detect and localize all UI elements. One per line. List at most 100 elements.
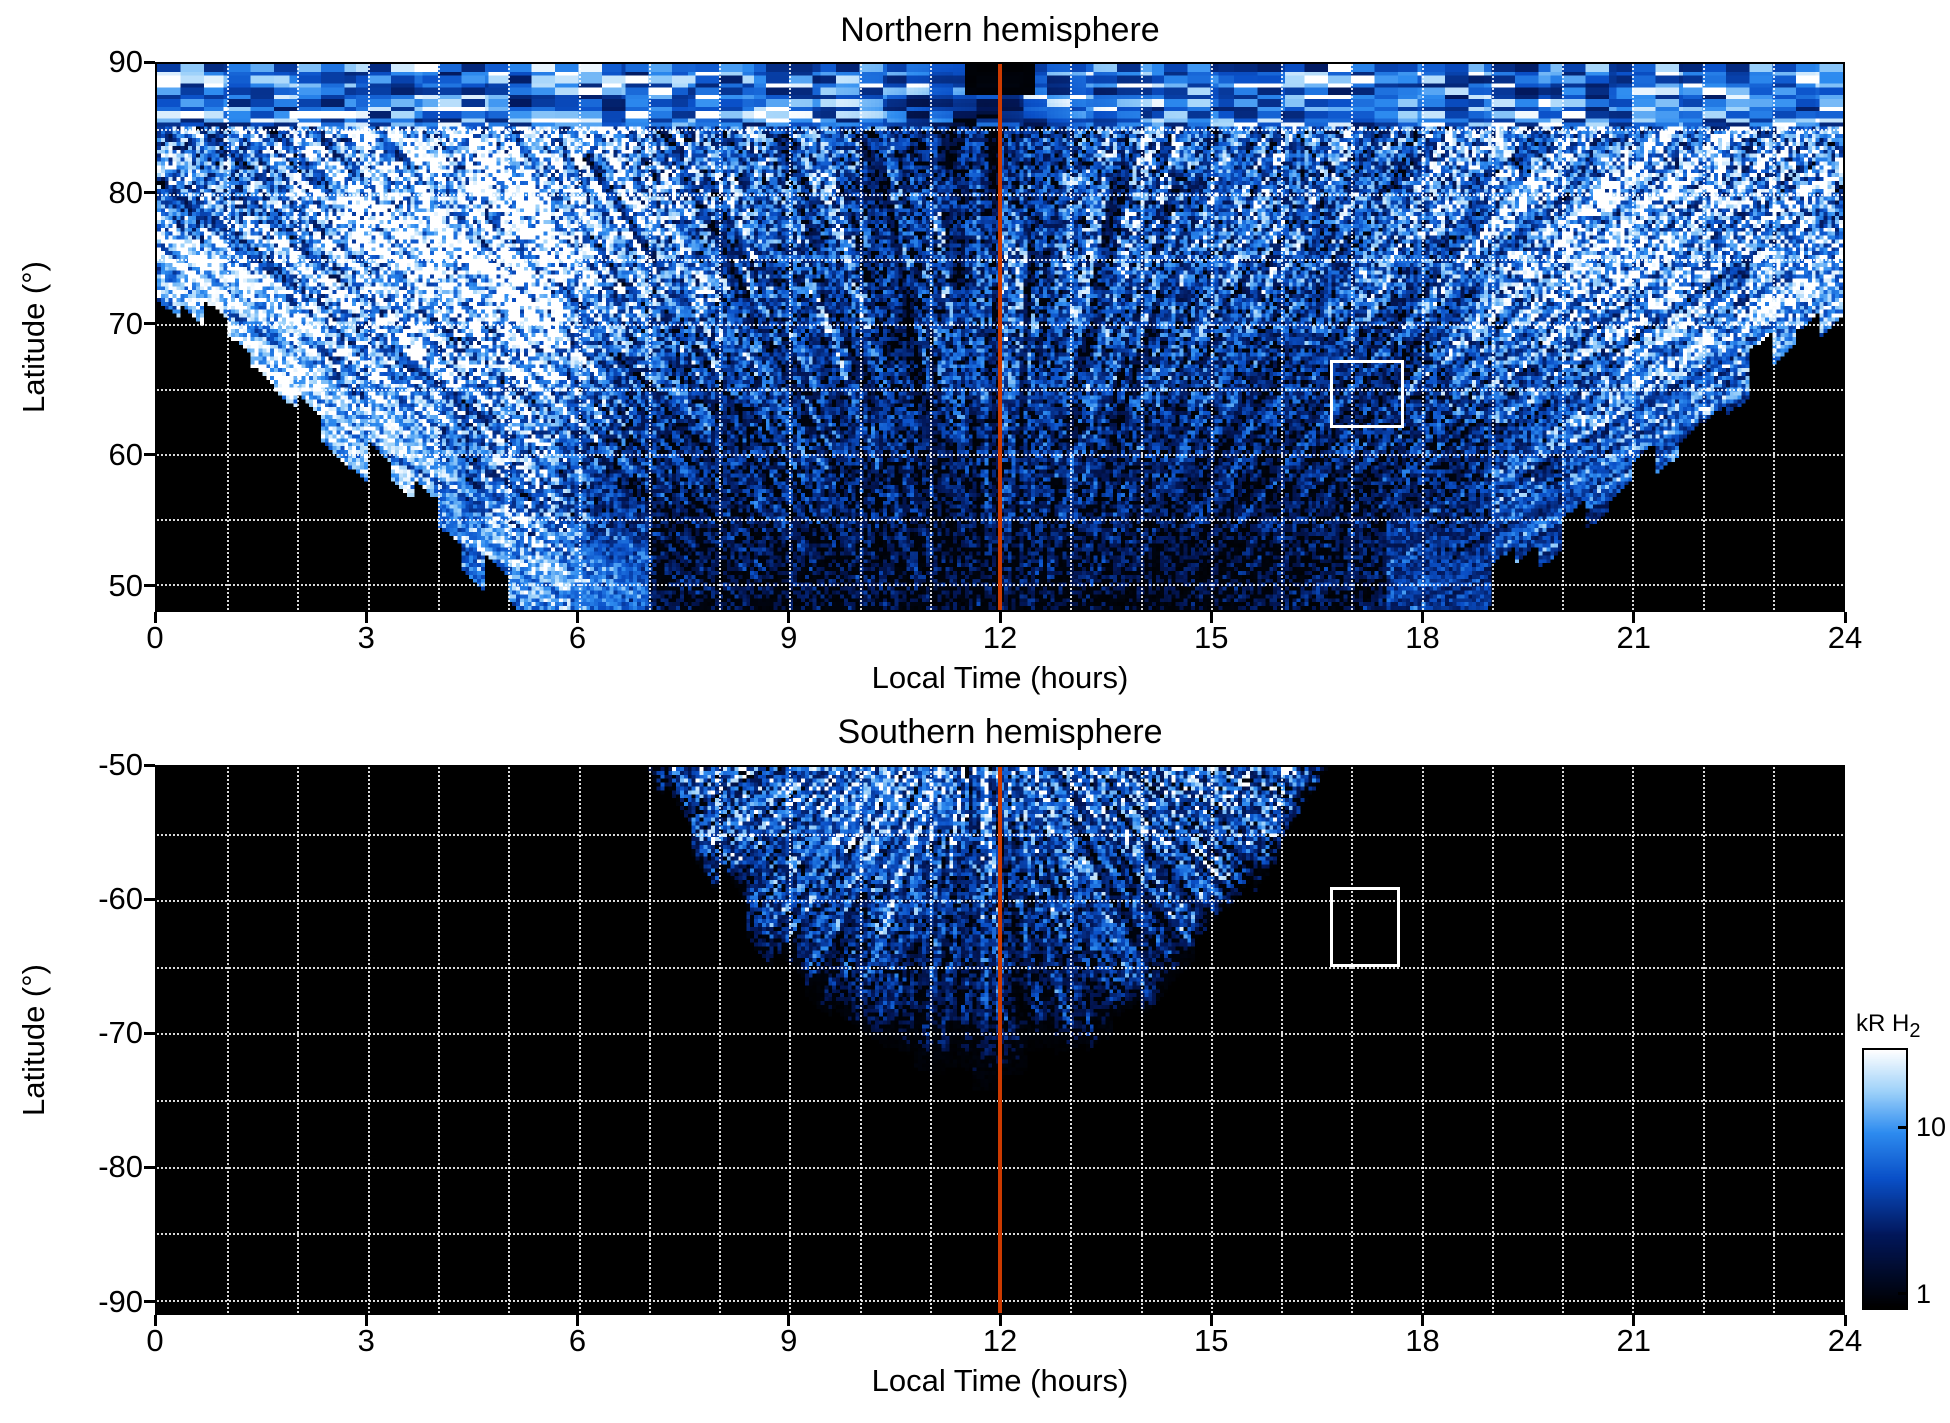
x-tick-label: 0	[146, 620, 164, 655]
grid-line-vertical	[1210, 64, 1213, 610]
x-tick-mark	[787, 612, 791, 623]
grid-line-vertical	[1772, 64, 1775, 610]
x-tick-mark	[787, 1315, 791, 1326]
grid-line-vertical	[1070, 767, 1073, 1313]
south-title: Southern hemisphere	[837, 713, 1163, 751]
grid-line-vertical	[789, 767, 792, 1313]
grid-line-vertical	[1210, 767, 1213, 1313]
colorbar-label: kR H2	[1856, 1010, 1920, 1043]
grid-line-vertical	[1562, 767, 1564, 1313]
grid-line-vertical	[859, 767, 862, 1313]
x-tick-label: 24	[1827, 1323, 1863, 1358]
x-tick-mark	[998, 612, 1002, 623]
x-tick-mark	[1421, 1315, 1424, 1326]
y-tick-mark	[144, 191, 155, 195]
y-tick-mark	[144, 60, 155, 64]
grid-line-vertical	[929, 767, 932, 1313]
y-tick-mark	[144, 763, 155, 767]
grid-line-vertical	[1562, 64, 1564, 610]
y-tick-mark	[144, 897, 155, 901]
north-xlabel: Local Time (hours)	[871, 660, 1129, 695]
x-tick-label: 21	[1616, 620, 1651, 655]
x-tick-mark	[998, 1315, 1002, 1326]
highlight-box	[1330, 360, 1404, 428]
north-heatmap-panel	[155, 62, 1845, 612]
y-tick-mark	[144, 1165, 155, 1169]
grid-line-vertical	[648, 767, 651, 1313]
grid-line-vertical	[1491, 767, 1494, 1313]
colorbar-tick-label: 1	[1916, 1278, 1932, 1309]
north-ylabel: Latitude (°)	[16, 261, 51, 413]
grid-line-vertical	[1070, 64, 1073, 610]
grid-line-vertical	[578, 64, 581, 610]
colorbar-tick-mark	[1898, 1125, 1908, 1129]
colorbar	[1862, 1048, 1908, 1310]
colorbar-label-subscript: 2	[1909, 1019, 1921, 1042]
y-tick-label: -50	[98, 747, 143, 782]
grid-line-vertical	[1421, 767, 1424, 1313]
grid-line-vertical	[437, 64, 440, 610]
x-tick-mark	[1421, 612, 1424, 623]
x-tick-mark	[1632, 1315, 1636, 1326]
x-tick-mark	[576, 1315, 579, 1326]
x-tick-label: 24	[1827, 620, 1863, 655]
south-ylabel: Latitude (°)	[16, 964, 51, 1116]
grid-line-vertical	[437, 767, 440, 1313]
x-tick-mark	[576, 612, 579, 623]
grid-line-vertical	[297, 767, 300, 1313]
y-tick-label: -60	[98, 881, 143, 917]
y-tick-mark	[144, 1300, 155, 1304]
x-tick-label: 0	[146, 1323, 164, 1358]
x-tick-mark	[1632, 612, 1636, 623]
grid-line-vertical	[718, 767, 721, 1313]
grid-line-vertical	[718, 64, 721, 610]
grid-line-vertical	[367, 64, 370, 610]
grid-line-vertical	[1632, 64, 1635, 610]
x-tick-label: 18	[1405, 620, 1440, 655]
y-tick-label: -90	[98, 1283, 143, 1319]
grid-line-vertical	[1351, 64, 1354, 610]
north-overlay	[157, 64, 1843, 610]
grid-line-vertical	[227, 767, 230, 1313]
x-tick-label: 3	[357, 620, 375, 655]
y-tick-mark	[144, 1031, 155, 1035]
x-tick-mark	[364, 612, 368, 623]
highlight-box	[1330, 886, 1401, 967]
x-tick-label: 6	[568, 620, 587, 655]
x-tick-label: 21	[1616, 1323, 1651, 1358]
south-xlabel: Local Time (hours)	[871, 1363, 1129, 1398]
grid-line-vertical	[1351, 767, 1354, 1313]
colorbar-tick-label: 10	[1916, 1112, 1947, 1143]
grid-line-vertical	[929, 64, 932, 610]
y-tick-label: 70	[108, 305, 143, 341]
grid-line-vertical	[508, 767, 511, 1313]
y-tick-label: 90	[108, 44, 143, 79]
x-tick-mark	[364, 1315, 368, 1326]
colorbar-label-text: kR H	[1856, 1010, 1910, 1037]
south-overlay	[157, 767, 1843, 1313]
x-tick-label: 9	[780, 1323, 798, 1358]
x-tick-label: 9	[780, 620, 798, 655]
y-tick-label: 80	[108, 174, 143, 210]
grid-line-vertical	[859, 64, 862, 610]
grid-line-vertical	[1702, 767, 1705, 1313]
grid-line-vertical	[1702, 64, 1705, 610]
noon-line	[998, 767, 1002, 1313]
grid-line-vertical	[648, 64, 651, 610]
grid-line-vertical	[1140, 767, 1143, 1313]
x-tick-mark	[1209, 1315, 1213, 1326]
x-tick-label: 3	[357, 1323, 375, 1358]
x-tick-mark	[1209, 612, 1213, 623]
north-title: Northern hemisphere	[840, 11, 1160, 49]
grid-line-vertical	[1772, 767, 1775, 1313]
x-tick-mark	[1843, 1315, 1847, 1326]
y-tick-label: -70	[98, 1015, 143, 1051]
x-tick-label: 12	[982, 1323, 1018, 1358]
south-heatmap-panel	[155, 765, 1845, 1315]
x-tick-mark	[153, 1315, 157, 1326]
grid-line-vertical	[1491, 64, 1494, 610]
grid-line-vertical	[227, 64, 230, 610]
grid-line-vertical	[1421, 64, 1424, 610]
y-tick-mark	[144, 584, 155, 588]
